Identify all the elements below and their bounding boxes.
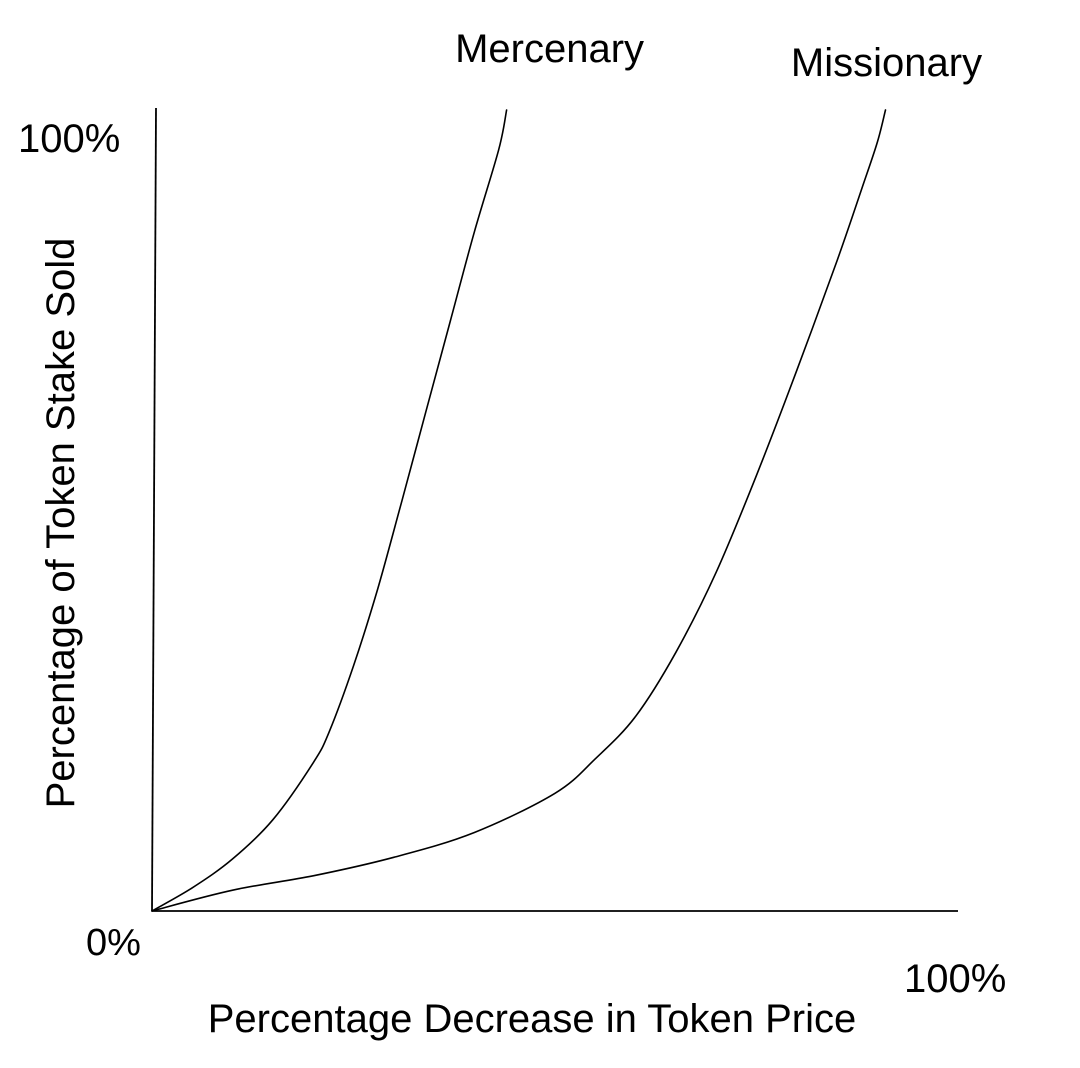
- axes: [151, 107, 958, 912]
- series-label-mercenary: Mercenary: [455, 27, 644, 71]
- y-axis: [151, 107, 157, 912]
- series-label-missionary: Missionary: [791, 41, 982, 85]
- x-tick-label-100: 100%: [904, 957, 1006, 1001]
- series-line-missionary: [151, 109, 887, 912]
- y-axis-label: Percentage of Token Stake Sold: [39, 238, 83, 809]
- y-tick-label-100: 100%: [18, 117, 120, 161]
- labels: 100% 0% 100% Percentage Decrease in Toke…: [18, 117, 1006, 1041]
- x-axis-label: Percentage Decrease in Token Price: [208, 997, 857, 1041]
- series-layer: Mercenary Missionary: [151, 27, 982, 912]
- series-line-mercenary: [151, 109, 508, 912]
- x-tick-label-0: 0%: [86, 922, 141, 964]
